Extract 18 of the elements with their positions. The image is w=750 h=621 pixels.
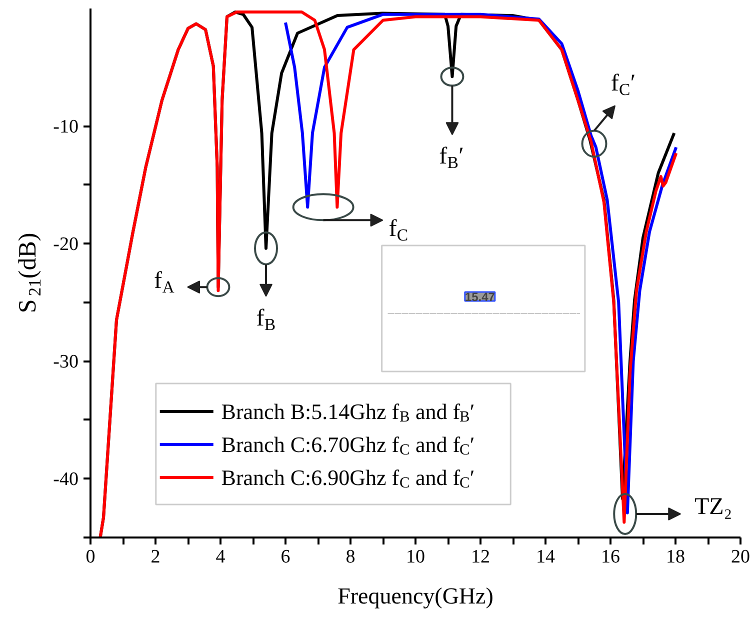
x-tick-label: 0 [86, 546, 96, 568]
x-tick-label: 12 [471, 546, 490, 568]
x-tick-label: 8 [346, 546, 356, 568]
x-tick-label: 4 [216, 546, 226, 568]
x-tick-label: 10 [406, 546, 425, 568]
x-tick-label: 20 [731, 546, 750, 568]
y-tick-label: -20 [53, 234, 78, 256]
annotation: TZ₂ [694, 494, 732, 520]
x-axis-title: Frequency(GHz) [338, 584, 494, 608]
x-tick-label: 6 [280, 546, 290, 568]
x-tick-label: 14 [536, 546, 556, 568]
x-tick-label: 16 [601, 546, 620, 568]
y-tick-label: -30 [53, 352, 78, 373]
x-tick-label: 2 [150, 546, 160, 568]
y-tick-label: -40 [53, 469, 78, 490]
y-tick-label: -10 [53, 116, 78, 138]
x-tick-label: 18 [666, 546, 685, 568]
y-axis-title: S21(dB) [14, 232, 44, 314]
